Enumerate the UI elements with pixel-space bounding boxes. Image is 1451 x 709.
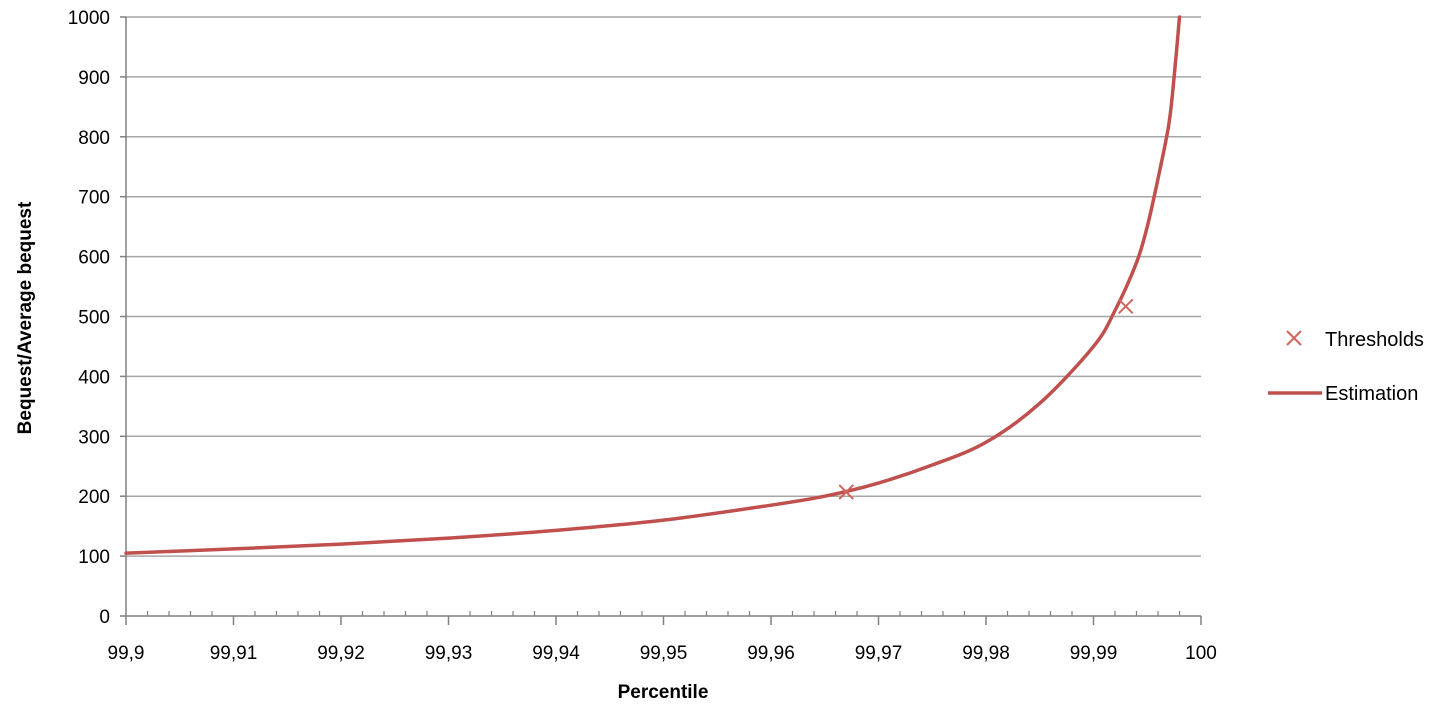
threshold-point bbox=[838, 484, 854, 500]
legend-estimation-label: Estimation bbox=[1325, 383, 1418, 405]
x-tick-label: 99,93 bbox=[425, 643, 473, 664]
x-tick-label: 100 bbox=[1185, 643, 1217, 664]
x-tick-label: 99,97 bbox=[855, 643, 903, 664]
y-tick-label: 100 bbox=[78, 547, 110, 568]
legend: Thresholds Estimation bbox=[1268, 329, 1424, 405]
y-tick-label: 900 bbox=[78, 68, 110, 89]
x-tick-label: 99,95 bbox=[640, 643, 688, 664]
legend-thresholds-marker bbox=[1286, 330, 1302, 346]
y-tick-label: 1000 bbox=[68, 8, 110, 29]
gridlines bbox=[126, 16, 1201, 557]
x-tick-label: 99,91 bbox=[210, 643, 258, 664]
y-tick-label: 500 bbox=[78, 308, 110, 329]
x-tick-label: 99,9 bbox=[108, 643, 145, 664]
legend-thresholds-label: Thresholds bbox=[1325, 329, 1424, 351]
x-tick-label: 99,96 bbox=[747, 643, 795, 664]
x-tick-label: 99,92 bbox=[317, 643, 365, 664]
series-estimation bbox=[124, 15, 1182, 555]
x-tick-label: 99,94 bbox=[532, 643, 580, 664]
y-axis-title: Bequest/Average bequest bbox=[15, 201, 36, 434]
axes bbox=[120, 16, 1202, 625]
x-tick-label: 99,99 bbox=[1070, 643, 1118, 664]
y-tick-label: 300 bbox=[78, 427, 110, 448]
y-tick-label: 600 bbox=[78, 248, 110, 269]
y-tick-label: 700 bbox=[78, 188, 110, 209]
x-axis-title: Percentile bbox=[618, 682, 709, 703]
x-tick-label: 99,98 bbox=[962, 643, 1010, 664]
series-thresholds bbox=[838, 298, 1134, 500]
tick-labels: 0 100 200 300 400 500 600 700 800 900 1000 99,9 99,9… bbox=[68, 8, 1217, 664]
y-tick-label: 200 bbox=[78, 487, 110, 508]
threshold-point bbox=[1118, 298, 1134, 315]
y-tick-label: 0 bbox=[99, 607, 110, 628]
estimation-line bbox=[124, 15, 1182, 555]
y-tick-label: 800 bbox=[78, 128, 110, 149]
y-tick-label: 400 bbox=[78, 367, 110, 388]
